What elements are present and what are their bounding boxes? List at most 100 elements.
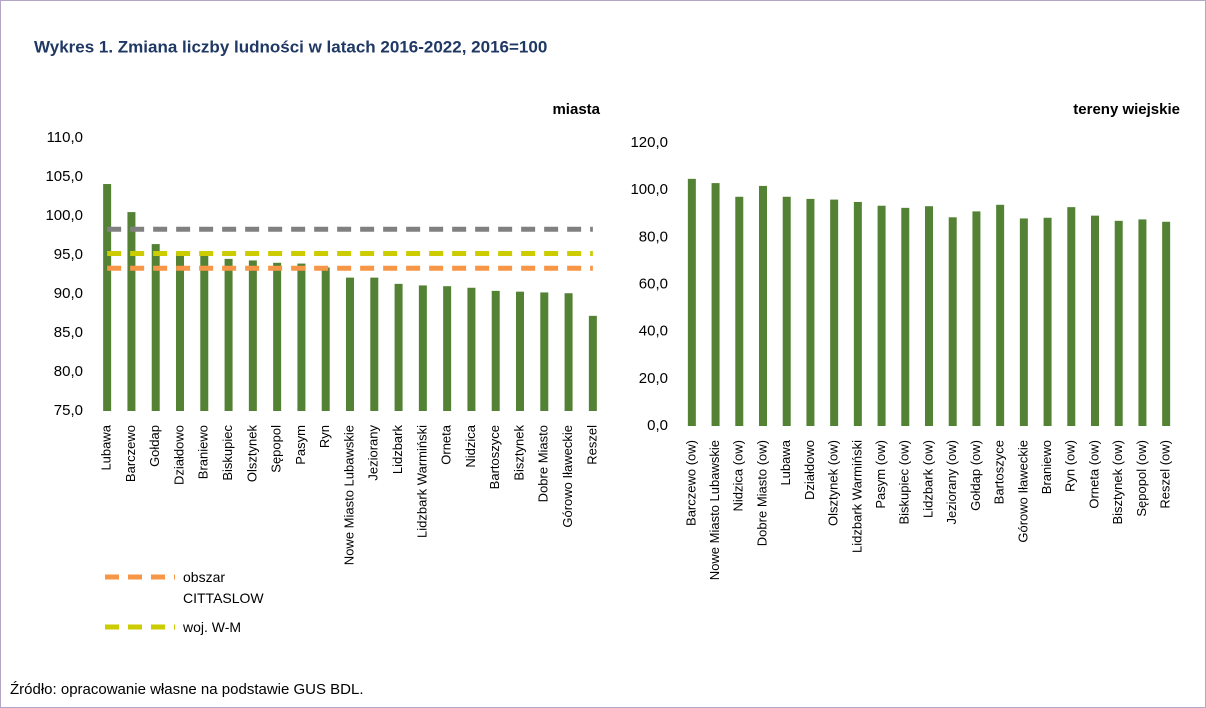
bar bbox=[806, 198, 815, 426]
chart-title: Wykres 1. Zmiana liczby ludności w latac… bbox=[34, 37, 547, 56]
x-tick-label: Działdowo bbox=[171, 425, 186, 485]
x-tick-label: Ryn bbox=[317, 425, 332, 448]
bar bbox=[127, 212, 136, 411]
bar bbox=[248, 260, 257, 411]
chart-subtitle: miasta bbox=[552, 101, 600, 118]
x-tick-label: Orneta (ow) bbox=[1086, 440, 1101, 509]
bar bbox=[273, 262, 282, 411]
bar bbox=[321, 267, 330, 411]
x-tick-label: Górowo Iławeckie bbox=[1015, 440, 1030, 543]
bar bbox=[418, 285, 427, 411]
y-tick-label: 95,0 bbox=[54, 246, 83, 263]
bar bbox=[830, 199, 839, 426]
x-tick-label: Nowe Miasto Lubawskie bbox=[707, 440, 722, 580]
y-tick-label: 110,0 bbox=[47, 129, 83, 146]
x-tick-label: Lidzbark bbox=[390, 425, 405, 475]
x-tick-label: Bartoszyce bbox=[992, 440, 1007, 504]
bar bbox=[516, 291, 524, 411]
bar bbox=[735, 196, 744, 426]
x-tick-label: Działdowo bbox=[802, 440, 817, 500]
y-tick-label: 75,0 bbox=[54, 402, 83, 419]
y-tick-label: 0,0 bbox=[647, 417, 668, 434]
x-tick-label: Lubawa bbox=[778, 439, 793, 485]
bar bbox=[1091, 215, 1099, 426]
x-tick-label: Olsztynek (ow) bbox=[826, 440, 841, 526]
x-tick-label: Bisztynek (ow) bbox=[1110, 440, 1125, 525]
x-tick-label: Gołdap bbox=[147, 425, 162, 467]
bar bbox=[346, 277, 354, 411]
bar bbox=[176, 252, 184, 411]
x-tick-label: Pasym bbox=[293, 425, 308, 465]
y-tick-label: 80,0 bbox=[54, 363, 83, 380]
bar bbox=[297, 263, 306, 411]
y-tick-label: 40,0 bbox=[639, 323, 668, 340]
bar bbox=[1043, 217, 1052, 426]
x-tick-label: Nidzica bbox=[463, 424, 478, 467]
x-tick-label: Bartoszyce bbox=[487, 425, 502, 489]
x-tick-label: Dobre Miasto (ow) bbox=[754, 440, 769, 546]
chart-subtitle: tereny wiejskie bbox=[1073, 101, 1180, 118]
y-tick-label: 100,0 bbox=[45, 207, 83, 224]
bar bbox=[1138, 219, 1147, 426]
bar bbox=[711, 183, 720, 426]
bar bbox=[877, 205, 886, 426]
bar bbox=[467, 287, 476, 411]
bar bbox=[394, 283, 403, 411]
bar bbox=[1162, 221, 1171, 426]
x-tick-label: Jeziorany bbox=[366, 425, 381, 481]
x-tick-label: Nowe Miasto Lubawskie bbox=[341, 425, 356, 565]
y-tick-label: 85,0 bbox=[54, 324, 83, 341]
x-tick-label: Olsztynek bbox=[244, 425, 259, 483]
bar bbox=[782, 196, 791, 426]
y-tick-label: 80,0 bbox=[639, 228, 668, 245]
bar bbox=[443, 286, 452, 411]
bar bbox=[491, 290, 500, 411]
x-tick-label: Dobre Miasto bbox=[536, 425, 551, 502]
x-tick-label: Pasym (ow) bbox=[873, 440, 888, 509]
bar bbox=[759, 185, 767, 426]
x-tick-label: Braniewo bbox=[196, 425, 211, 479]
y-tick-label: 90,0 bbox=[54, 285, 83, 302]
legend-label: woj. W-M bbox=[183, 619, 242, 635]
source: Źródło: opracowanie własne na podstawie … bbox=[10, 681, 364, 698]
x-tick-label: Reszel bbox=[584, 425, 599, 465]
bar bbox=[1019, 218, 1028, 426]
x-tick-label: Lidzbark Warmiński bbox=[414, 425, 429, 538]
x-tick-label: Barczewo bbox=[123, 425, 138, 482]
bar bbox=[370, 277, 379, 411]
bar bbox=[103, 184, 112, 411]
x-tick-label: Sępopol bbox=[269, 425, 284, 473]
bar bbox=[151, 244, 160, 411]
bar bbox=[540, 292, 549, 411]
x-tick-label: Sępopol (ow) bbox=[1134, 440, 1149, 517]
bar bbox=[853, 201, 862, 426]
x-tick-label: Jeziorany (ow) bbox=[944, 440, 959, 525]
x-tick-label: Braniewo bbox=[1039, 440, 1054, 494]
legend-label: obszar CITTASLOW bbox=[183, 569, 264, 606]
bar bbox=[901, 207, 910, 426]
x-tick-label: Bisztynek bbox=[511, 425, 526, 481]
y-tick-label: 20,0 bbox=[639, 370, 668, 387]
x-tick-label: Reszel (ow) bbox=[1158, 440, 1173, 509]
bar bbox=[948, 217, 957, 426]
y-tick-label: 60,0 bbox=[639, 275, 668, 292]
bar bbox=[925, 206, 933, 426]
x-tick-label: Lidzbark (ow) bbox=[920, 440, 935, 518]
bar bbox=[224, 258, 233, 411]
y-tick-label: 100,0 bbox=[630, 181, 668, 198]
bar bbox=[687, 178, 696, 426]
bar bbox=[564, 293, 573, 411]
bar bbox=[1067, 207, 1076, 426]
x-tick-label: Lidzbark Warmiński bbox=[849, 440, 864, 553]
x-tick-label: Górowo Iławeckie bbox=[560, 425, 575, 528]
x-tick-label: Barczewo (ow) bbox=[683, 440, 698, 526]
x-tick-label: Orneta bbox=[439, 424, 454, 465]
x-tick-label: Gołdap (ow) bbox=[968, 440, 983, 511]
y-tick-label: 105,0 bbox=[45, 168, 83, 185]
bar bbox=[1114, 220, 1123, 426]
x-tick-label: Biskupiec (ow) bbox=[897, 440, 912, 525]
x-tick-label: Ryn (ow) bbox=[1063, 440, 1078, 492]
x-tick-label: Lubawa bbox=[99, 424, 114, 470]
